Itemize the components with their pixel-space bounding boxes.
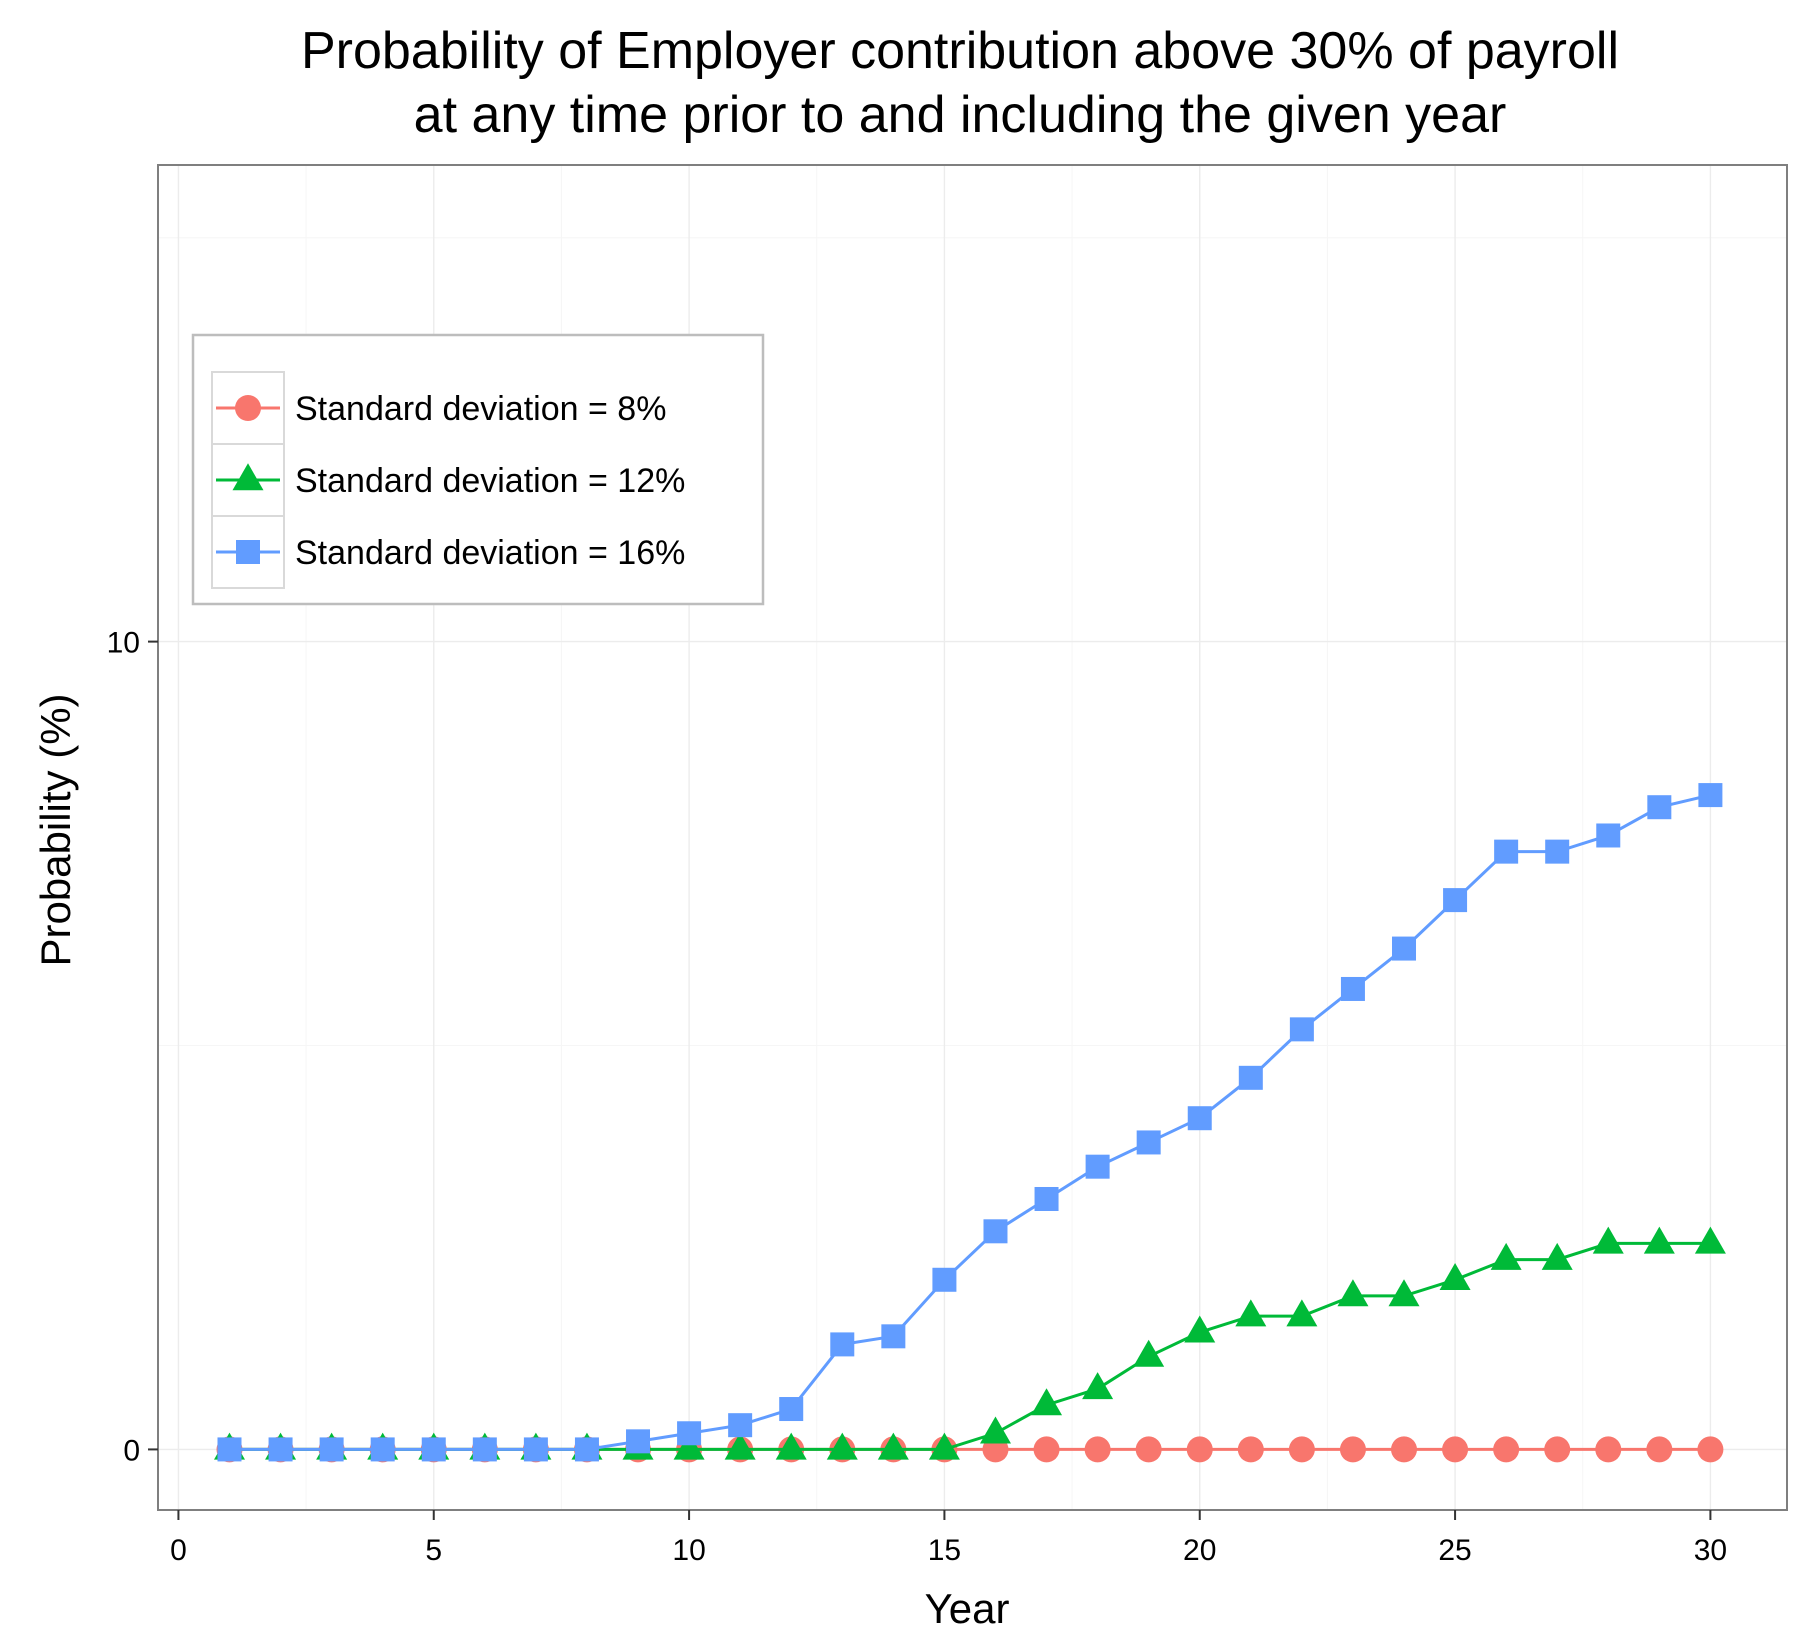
data-point bbox=[724, 1432, 756, 1460]
series-line bbox=[229, 1241, 1711, 1451]
x-tick-label: 10 bbox=[672, 1534, 705, 1567]
data-point bbox=[1541, 1242, 1573, 1270]
x-axis-title: Year bbox=[925, 1585, 1010, 1632]
data-point bbox=[826, 1432, 858, 1460]
chart-title: Probability of Employer contribution abo… bbox=[301, 22, 1619, 80]
data-point bbox=[779, 1397, 804, 1422]
plot-area bbox=[157, 164, 1788, 1511]
data-point bbox=[1136, 1130, 1161, 1155]
data-point bbox=[1238, 1065, 1263, 1090]
x-tick-label: 25 bbox=[1438, 1534, 1471, 1567]
y-tick-label: 10 bbox=[107, 627, 140, 660]
data-point bbox=[1443, 888, 1468, 913]
data-point bbox=[673, 1432, 705, 1460]
data-point bbox=[1595, 1436, 1622, 1463]
axes: 0 5 10 15 20 25 30 0 10 bbox=[107, 627, 1727, 1567]
x-tick-label: 5 bbox=[425, 1534, 442, 1567]
data-point bbox=[217, 1437, 242, 1462]
data-point bbox=[370, 1437, 395, 1462]
data-point bbox=[1494, 839, 1519, 864]
data-point bbox=[1694, 1226, 1726, 1254]
legend-item-2: Standard deviation = 12% bbox=[211, 443, 685, 517]
data-point bbox=[268, 1437, 293, 1462]
x-tick-label: 15 bbox=[928, 1534, 961, 1567]
data-point bbox=[775, 1432, 807, 1460]
legend-key-marker bbox=[235, 395, 261, 421]
data-point bbox=[472, 1437, 497, 1462]
data-point bbox=[574, 1437, 599, 1462]
y-axis-title: Probability (%) bbox=[32, 693, 79, 966]
series-group bbox=[213, 783, 1726, 1463]
data-point bbox=[1135, 1436, 1162, 1463]
data-point bbox=[1286, 1299, 1318, 1327]
data-point bbox=[1235, 1299, 1267, 1327]
legend-box bbox=[191, 333, 765, 606]
legend-key-marker bbox=[232, 463, 264, 491]
data-point bbox=[1084, 1436, 1111, 1463]
data-point bbox=[979, 1416, 1011, 1444]
data-point bbox=[1340, 976, 1365, 1001]
data-point bbox=[1439, 1263, 1471, 1291]
data-point bbox=[983, 1219, 1008, 1244]
data-point bbox=[677, 1421, 702, 1446]
data-point bbox=[1596, 823, 1621, 848]
data-point bbox=[1646, 1436, 1673, 1463]
data-point bbox=[728, 1413, 753, 1438]
data-point bbox=[1592, 1226, 1624, 1254]
x-tick-label: 20 bbox=[1183, 1534, 1216, 1567]
data-point bbox=[1288, 1436, 1315, 1463]
data-point bbox=[1339, 1436, 1366, 1463]
data-point bbox=[1186, 1436, 1213, 1463]
data-point bbox=[1034, 1186, 1059, 1211]
legend-item-3: Standard deviation = 16% bbox=[211, 515, 685, 589]
data-point bbox=[1082, 1372, 1114, 1400]
data-point bbox=[1643, 1226, 1675, 1254]
legend-label: Standard deviation = 8% bbox=[295, 390, 666, 428]
data-point bbox=[1237, 1436, 1264, 1463]
data-point bbox=[319, 1437, 344, 1462]
data-point bbox=[523, 1437, 548, 1462]
legend-label: Standard deviation = 16% bbox=[295, 534, 685, 572]
data-point bbox=[932, 1267, 957, 1292]
series-2 bbox=[213, 1226, 1726, 1460]
series-line bbox=[229, 793, 1711, 1451]
data-point bbox=[830, 1332, 855, 1357]
legend-key-marker bbox=[236, 540, 260, 564]
data-point bbox=[1187, 1106, 1212, 1131]
data-point bbox=[1697, 1436, 1724, 1463]
data-point bbox=[1493, 1436, 1520, 1463]
data-point bbox=[1545, 839, 1570, 864]
data-point bbox=[1337, 1279, 1369, 1307]
data-point bbox=[1391, 1436, 1418, 1463]
data-point bbox=[626, 1429, 651, 1454]
data-point bbox=[1388, 1279, 1420, 1307]
chart-subtitle: at any time prior to and including the g… bbox=[414, 86, 1507, 144]
data-point bbox=[1698, 783, 1723, 808]
panel-border bbox=[157, 164, 1788, 1511]
data-point bbox=[1442, 1436, 1469, 1463]
data-point bbox=[1184, 1315, 1216, 1343]
data-point bbox=[421, 1437, 446, 1462]
data-point bbox=[1392, 936, 1417, 961]
data-point bbox=[1031, 1388, 1063, 1416]
data-point bbox=[1544, 1436, 1571, 1463]
data-point bbox=[1033, 1436, 1060, 1463]
x-tick-label: 30 bbox=[1694, 1534, 1727, 1567]
data-point bbox=[877, 1432, 909, 1460]
legend-item-1: Standard deviation = 8% bbox=[211, 371, 666, 445]
data-point bbox=[928, 1432, 960, 1460]
data-point bbox=[881, 1324, 906, 1349]
y-tick-label: 0 bbox=[123, 1434, 140, 1467]
data-point bbox=[1289, 1017, 1314, 1042]
data-point bbox=[1133, 1339, 1165, 1367]
data-point bbox=[1647, 795, 1672, 820]
data-point bbox=[1085, 1154, 1110, 1179]
x-tick-label: 0 bbox=[170, 1534, 187, 1567]
legend: Standard deviation = 8% Standard deviatio… bbox=[191, 333, 765, 606]
data-point bbox=[1490, 1242, 1522, 1270]
legend-label: Standard deviation = 12% bbox=[295, 462, 685, 500]
series-3 bbox=[217, 783, 1723, 1462]
